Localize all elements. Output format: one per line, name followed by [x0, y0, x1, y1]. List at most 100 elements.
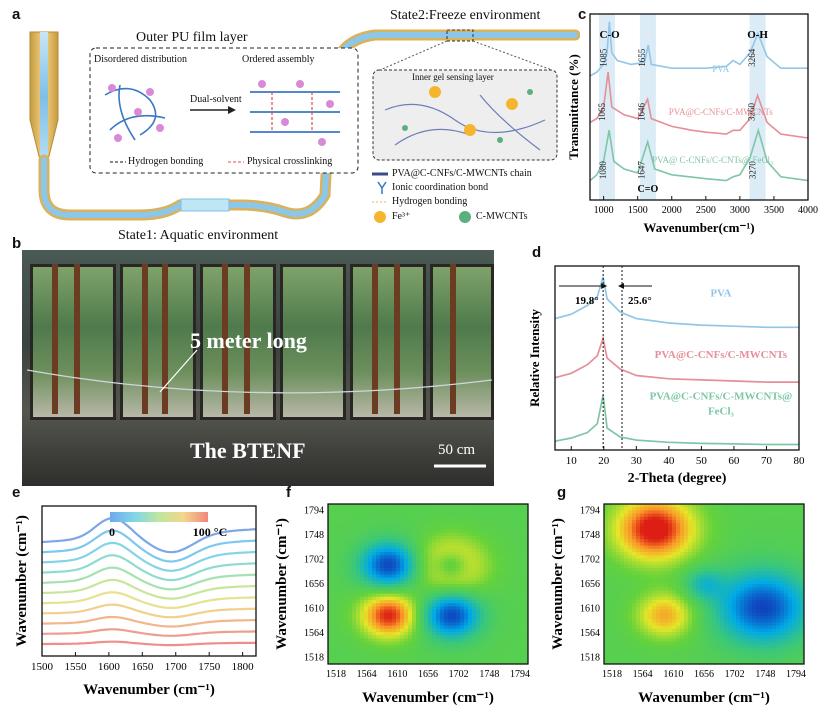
- heatmap-cell: [372, 526, 377, 530]
- heatmap-cell: [768, 622, 773, 626]
- heatmap-cell: [716, 606, 721, 610]
- heatmap-cell: [336, 571, 341, 575]
- heatmap-cell: [628, 555, 633, 559]
- heatmap-cell: [376, 558, 381, 562]
- heatmap-cell: [652, 619, 657, 623]
- legend-fe: Fe³⁺: [392, 211, 411, 222]
- heatmap-cell: [404, 510, 409, 514]
- heatmap-cell: [672, 504, 677, 508]
- heatmap-cell: [336, 564, 341, 569]
- heatmap-cell: [620, 564, 625, 569]
- heatmap-cell: [620, 580, 625, 585]
- heatmap-cell: [660, 590, 665, 594]
- heatmap-cell: [760, 590, 765, 594]
- heatmap-cell: [636, 558, 641, 562]
- heatmap-cell: [384, 606, 389, 610]
- heatmap-cell: [360, 532, 365, 537]
- heatmap-cell: [468, 625, 473, 630]
- heatmap-cell: [472, 571, 477, 575]
- heatmap-cell: [784, 561, 789, 566]
- heatmap-cell: [464, 619, 469, 623]
- heatmap-cell: [432, 660, 437, 665]
- heatmap-cell: [508, 609, 513, 614]
- heatmap-cell: [736, 628, 741, 633]
- heatmap-cell: [752, 596, 757, 601]
- heatmap-cell: [692, 619, 697, 623]
- heatmap-cell: [624, 625, 629, 630]
- heatmap-cell: [384, 654, 389, 658]
- heatmap-cell: [604, 510, 609, 514]
- heatmap-cell: [436, 526, 441, 530]
- heatmap-cell: [760, 513, 765, 518]
- heatmap-cell: [368, 539, 373, 543]
- heatmap-cell: [392, 564, 397, 569]
- heatmap-cell: [380, 590, 385, 594]
- heatmap-cell: [728, 539, 733, 543]
- heatmap-cell: [404, 644, 409, 649]
- heatmap-cell: [428, 603, 433, 607]
- heatmap-cell: [752, 654, 757, 658]
- heatmap-cell: [708, 641, 713, 646]
- heatmap-cell: [404, 584, 409, 588]
- heatmap-cell: [388, 561, 393, 566]
- heatmap-cell: [684, 516, 689, 521]
- heatmap-cell: [440, 580, 445, 585]
- heatmap-cell: [724, 523, 729, 527]
- heatmap-cell: [776, 638, 781, 642]
- heatmap-cell: [672, 596, 677, 601]
- heatmap-cell: [712, 561, 717, 566]
- heatmap-cell: [472, 542, 477, 546]
- heatmap-cell: [496, 660, 501, 665]
- heatmap-cell: [648, 641, 653, 646]
- heatmap-cell: [708, 622, 713, 626]
- heatmap-cell: [448, 507, 453, 511]
- heatmap-cell: [784, 504, 789, 508]
- heatmap-cell: [680, 552, 685, 556]
- x-tick-label: 4000: [798, 205, 818, 216]
- heatmap-cell: [392, 574, 397, 578]
- heatmap-cell: [452, 622, 457, 626]
- heatmap-cell: [452, 571, 457, 575]
- heatmap-cell: [616, 590, 621, 594]
- heatmap-cell: [764, 593, 769, 598]
- heatmap-cell: [624, 654, 629, 658]
- heatmap-cell: [520, 516, 525, 521]
- heatmap-cell: [680, 568, 685, 572]
- heatmap-cell: [428, 587, 433, 591]
- heatmap-cell: [660, 616, 665, 620]
- heatmap-cell: [464, 523, 469, 527]
- heatmap-cell: [616, 648, 621, 652]
- heatmap-cell: [708, 536, 713, 540]
- heatmap-cell: [476, 568, 481, 572]
- heatmap-cell: [728, 523, 733, 527]
- heatmap-cell: [336, 632, 341, 636]
- heatmap-cell: [720, 654, 725, 658]
- heatmap-cell: [448, 632, 453, 636]
- heatmap-cell: [780, 590, 785, 594]
- ftir-peak-label: 1085: [598, 48, 608, 67]
- heatmap-cell: [636, 596, 641, 601]
- heatmap-cell: [332, 552, 337, 556]
- heatmap-cell: [428, 580, 433, 585]
- heatmap-cell: [456, 587, 461, 591]
- heatmap-cell: [328, 600, 333, 604]
- heatmap-cell: [648, 507, 653, 511]
- heatmap-cell: [628, 654, 633, 658]
- heatmap-cell: [764, 523, 769, 527]
- heatmap-cell: [516, 619, 521, 623]
- heatmap-cell: [496, 603, 501, 607]
- heatmap-cell: [696, 574, 701, 578]
- heatmap-cell: [784, 510, 789, 514]
- heatmap-cell: [660, 644, 665, 649]
- heatmap-cell: [716, 660, 721, 665]
- heatmap-cell: [648, 632, 653, 636]
- heatmap-cell: [744, 577, 749, 582]
- heatmap-cell: [468, 568, 473, 572]
- heatmap-cell: [644, 548, 649, 553]
- heatmap-cell: [736, 516, 741, 521]
- heatmap-cell: [696, 600, 701, 604]
- heatmap-cell: [380, 574, 385, 578]
- heatmap-cell: [332, 510, 337, 514]
- heatmap-cell: [416, 609, 421, 614]
- heatmap-cell: [700, 561, 705, 566]
